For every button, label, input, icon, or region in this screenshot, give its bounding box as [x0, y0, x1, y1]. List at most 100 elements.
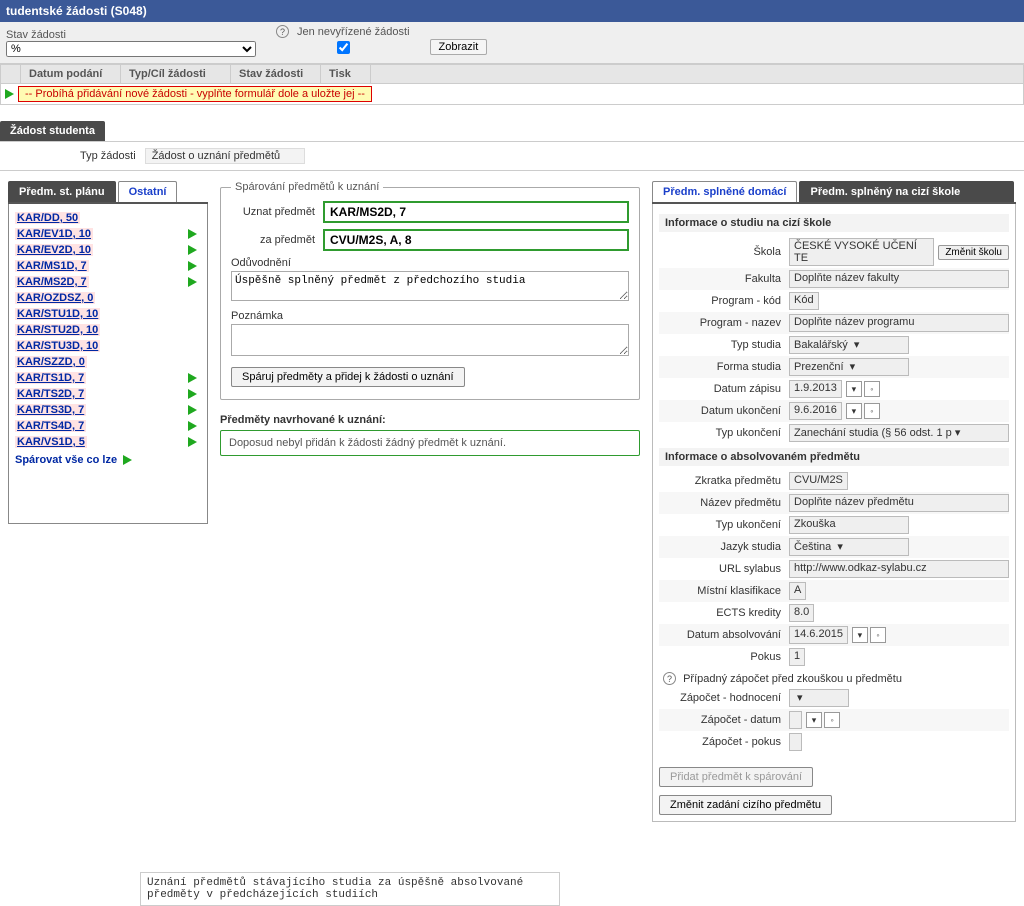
url-input[interactable]: http://www.odkaz-sylabu.cz	[789, 560, 1009, 578]
request-type-value: Žádost o uznání předmětů	[145, 148, 305, 164]
subject-item[interactable]: KAR/SZZD, 0	[13, 354, 203, 370]
subject-link[interactable]: KAR/OZDSZ, 0	[15, 292, 95, 304]
subject-item[interactable]: KAR/MS1D, 7	[13, 258, 203, 274]
zap-hodnoceni-label: Zápočet - hodnocení	[659, 692, 789, 704]
col-stav[interactable]: Stav žádosti	[231, 65, 321, 83]
pairing-fieldset: Spárování předmětů k uznání Uznat předmě…	[220, 181, 640, 400]
jazyk-select[interactable]: Čeština ▾	[789, 538, 909, 556]
datum-zapisu-input[interactable]: 1.9.2013	[789, 380, 842, 398]
arrow-icon	[188, 229, 197, 239]
subject-link[interactable]: KAR/STU2D, 10	[15, 324, 100, 336]
typ-ukonceni-subj-select[interactable]: Zkouška	[789, 516, 909, 534]
zobrazit-button[interactable]: Zobrazit	[430, 39, 488, 55]
oduvodneni-textarea[interactable]: Úspěšně splněný předmět z předchozího st…	[231, 271, 629, 301]
tab-predm-st-planu[interactable]: Předm. st. plánu	[8, 181, 116, 202]
subject-item[interactable]: KAR/TS3D, 7	[13, 402, 203, 418]
subject-link[interactable]: KAR/SZZD, 0	[15, 356, 87, 368]
clear-icon[interactable]: ◦	[824, 712, 840, 728]
grid-header: Datum podání Typ/Cíl žádosti Stav žádost…	[0, 64, 1024, 84]
subject-item[interactable]: KAR/DD, 50	[13, 210, 203, 226]
change-subject-button[interactable]: Změnit zadání cizího předmětu	[659, 795, 832, 815]
calendar-icon[interactable]: ▾	[806, 712, 822, 728]
zap-hodnoceni-select[interactable]: ▾	[789, 689, 849, 707]
program-nazev-input[interactable]: Doplňte název programu	[789, 314, 1009, 332]
subject-link[interactable]: KAR/TS3D, 7	[15, 404, 86, 416]
subject-link[interactable]: KAR/TS1D, 7	[15, 372, 86, 384]
mistni-input[interactable]: A	[789, 582, 806, 600]
calendar-icon[interactable]: ▾	[852, 627, 868, 643]
calendar-icon[interactable]: ▾	[846, 381, 862, 397]
subject-item[interactable]: KAR/TS2D, 7	[13, 386, 203, 402]
pair-all-link[interactable]: Spárovat vše co lze	[13, 450, 203, 466]
pokus-label: Pokus	[659, 651, 789, 663]
tab-zadost-studenta[interactable]: Žádost studenta	[0, 121, 105, 141]
col-datum[interactable]: Datum podání	[21, 65, 121, 83]
subject-link[interactable]: KAR/STU3D, 10	[15, 340, 100, 352]
subject-item[interactable]: KAR/VS1D, 5	[13, 434, 203, 450]
subject-item[interactable]: KAR/MS2D, 7	[13, 274, 203, 290]
subject-link[interactable]: KAR/EV1D, 10	[15, 228, 93, 240]
col-tisk[interactable]: Tisk	[321, 65, 371, 83]
typ-ukonceni-study-select[interactable]: Zanechání studia (§ 56 odst. 1 p ▾	[789, 424, 1009, 442]
subject-link[interactable]: KAR/TS4D, 7	[15, 420, 86, 432]
right-panel: Informace o studiu na cizí škole Škola Č…	[652, 204, 1016, 822]
clear-icon[interactable]: ◦	[870, 627, 886, 643]
subject-link[interactable]: KAR/STU1D, 10	[15, 308, 100, 320]
nazev-input[interactable]: Doplňte název předmětu	[789, 494, 1009, 512]
help-icon[interactable]: ?	[663, 672, 676, 685]
poznamka-label: Poznámka	[231, 310, 629, 322]
calendar-icon[interactable]: ▾	[846, 403, 862, 419]
clear-icon[interactable]: ◦	[864, 381, 880, 397]
subject-item[interactable]: KAR/EV2D, 10	[13, 242, 203, 258]
subject-link[interactable]: KAR/TS2D, 7	[15, 388, 86, 400]
stav-select[interactable]: %	[6, 41, 256, 57]
subject-item[interactable]: KAR/STU1D, 10	[13, 306, 203, 322]
ects-input[interactable]: 8.0	[789, 604, 814, 622]
uznat-input[interactable]	[323, 201, 629, 223]
poznamka-textarea[interactable]	[231, 324, 629, 356]
subject-link[interactable]: KAR/VS1D, 5	[15, 436, 87, 448]
tab-ostatni[interactable]: Ostatní	[118, 181, 178, 202]
tab-splneny-cizi[interactable]: Předm. splněný na cizí škole	[799, 181, 1014, 202]
subject-item[interactable]: KAR/EV1D, 10	[13, 226, 203, 242]
subject-item[interactable]: KAR/OZDSZ, 0	[13, 290, 203, 306]
forma-select[interactable]: Prezenční ▾	[789, 358, 909, 376]
pair-submit-button[interactable]: Spáruj předměty a přidej k žádosti o uzn…	[231, 367, 465, 387]
uznat-label: Uznat předmět	[231, 206, 315, 218]
subject-item[interactable]: KAR/STU3D, 10	[13, 338, 203, 354]
window-title: tudentské žádosti (S048)	[0, 0, 1024, 22]
zap-datum-label: Zápočet - datum	[659, 714, 789, 726]
datum-ukonceni-label: Datum ukončení	[659, 405, 789, 417]
datum-abs-input[interactable]: 14.6.2015	[789, 626, 848, 644]
request-type-label: Typ žádosti	[80, 150, 136, 162]
program-kod-input[interactable]: Kód	[789, 292, 819, 310]
pokus-input[interactable]: 1	[789, 648, 805, 666]
zmenit-skolu-button[interactable]: Změnit školu	[938, 245, 1009, 260]
za-input[interactable]	[323, 229, 629, 251]
typ-studia-select[interactable]: Bakalářský ▾	[789, 336, 909, 354]
zap-datum-input[interactable]	[789, 711, 802, 729]
subject-list[interactable]: KAR/DD, 50 KAR/EV1D, 10 KAR/EV2D, 10 KAR/MS…	[8, 204, 208, 524]
subject-link[interactable]: KAR/EV2D, 10	[15, 244, 93, 256]
help-icon[interactable]: ?	[276, 25, 289, 38]
subject-link[interactable]: KAR/DD, 50	[15, 212, 80, 224]
nevyrizene-checkbox[interactable]	[337, 41, 350, 54]
clear-icon[interactable]: ◦	[864, 403, 880, 419]
subject-item[interactable]: KAR/TS1D, 7	[13, 370, 203, 386]
col-typ[interactable]: Typ/Cíl žádosti	[121, 65, 231, 83]
subject-link[interactable]: KAR/MS2D, 7	[15, 276, 89, 288]
arrow-icon	[123, 455, 132, 465]
subject-item[interactable]: KAR/TS4D, 7	[13, 418, 203, 434]
typ-ukonceni-study-label: Typ ukončení	[659, 427, 789, 439]
datum-ukonceni-input[interactable]: 9.6.2016	[789, 402, 842, 420]
fakulta-input[interactable]: Doplňte název fakulty	[789, 270, 1009, 288]
study-info-heading: Informace o studiu na cizí škole	[659, 214, 1009, 232]
subject-link[interactable]: KAR/MS1D, 7	[15, 260, 89, 272]
zap-pokus-input[interactable]	[789, 733, 802, 751]
subject-item[interactable]: KAR/STU2D, 10	[13, 322, 203, 338]
zkratka-input[interactable]: CVU/M2S	[789, 472, 848, 490]
tab-splnene-domaci[interactable]: Předm. splněné domácí	[652, 181, 797, 202]
skola-input[interactable]: ČESKÉ VYSOKÉ UČENÍ TE	[789, 238, 934, 266]
filter-bar: Stav žádosti % ? Jen nevyřízené žádosti …	[0, 22, 1024, 64]
arrow-icon	[5, 89, 14, 99]
